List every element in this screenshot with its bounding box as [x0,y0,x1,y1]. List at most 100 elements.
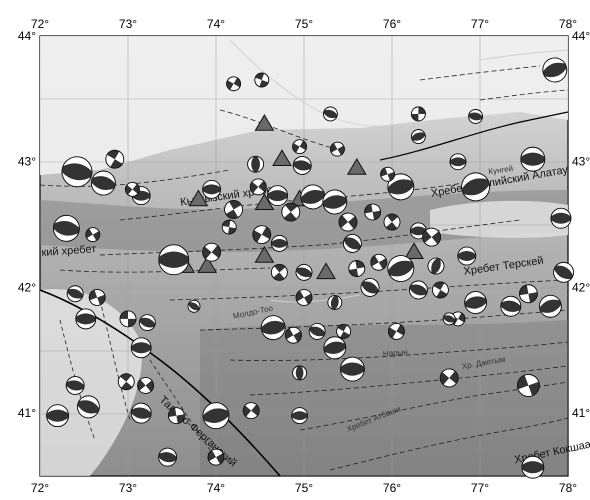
focal-mechanism [300,184,326,210]
lon-tick-label: 78° [559,17,577,31]
focal-mechanism [281,202,301,222]
focal-mechanism [242,402,260,420]
focal-mechanism [46,404,69,428]
focal-mechanism [360,278,380,297]
focal-mechanism [292,156,312,175]
focal-mechanism [457,246,477,266]
focal-mechanism [252,225,272,245]
lon-tick-label: 72° [31,17,49,31]
focal-mechanism [553,261,574,283]
focal-mechanism [202,242,222,262]
station-triangle [188,189,209,207]
station-triangle [346,158,367,175]
focal-mechanism [342,234,362,253]
focal-mechanism [364,203,382,221]
focal-mechanism [158,244,190,276]
focal-mechanism [449,153,467,171]
focal-mechanism [249,178,267,196]
focal-mechanism [427,257,445,275]
focal-mechanism [254,72,270,88]
focal-mechanism [370,253,388,271]
focal-mechanism [105,149,125,169]
southern-highlands [200,320,568,476]
focal-mechanism [323,336,347,360]
focal-mechanism [336,324,352,339]
focal-mechanisms [46,57,574,479]
lon-tick-label: 75° [295,17,313,31]
focal-mechanism [202,179,222,199]
fergana-valley [40,289,142,476]
northern-fault [379,111,568,161]
lon-tick-label: 78° [559,481,577,495]
focal-mechanism [408,280,428,300]
focal-mechanism [431,281,449,299]
lat-tick-label: 44° [18,29,36,43]
focal-mechanism [207,448,225,466]
focal-mechanism [270,235,288,252]
focal-mechanism [202,402,230,430]
focal-mechanism [88,289,106,306]
issyk-kul-lake [430,200,568,238]
focal-mechanism [117,373,135,391]
focal-mechanism [226,76,242,92]
focal-mechanism [442,312,456,326]
lon-tick-label: 77° [471,481,489,495]
focal-mechanism [330,141,345,157]
small-place-label: Нарын [383,347,409,358]
focal-mechanism [295,263,313,281]
station-triangle [197,256,218,273]
focal-mechanism [461,172,491,202]
focal-mechanism [292,365,308,381]
focal-mechanism [130,337,152,359]
lat-tick-label: 43° [18,155,36,169]
focal-mechanism [130,402,152,424]
focal-mechanism [221,219,237,235]
focal-mechanism [295,289,313,306]
lon-tick-label: 73° [119,17,137,31]
focal-mechanism [66,285,84,303]
lon-tick-label: 75° [295,481,313,495]
focal-mechanism [338,212,358,232]
focal-mechanism [53,214,80,242]
focal-mechanism [542,57,568,83]
focal-mechanism [468,109,484,124]
lat-tick-label: 42° [18,280,36,294]
focal-mechanism [137,377,155,394]
lon-tick-label: 77° [471,17,489,31]
lat-tick-label: 42° [572,280,590,294]
focal-mechanism [292,139,308,155]
focal-mechanism [383,213,401,231]
focal-mechanism [387,323,405,340]
lon-tick-label: 73° [119,481,137,495]
station-triangle [254,114,275,131]
focal-mechanism [550,207,572,229]
focal-mechanism [85,227,101,243]
focal-mechanism [77,395,100,419]
station-triangle [254,193,275,210]
focal-mechanism [464,291,488,314]
rivers [229,39,568,303]
lon-tick-label: 72° [31,481,49,495]
place-label-talas-range: кий хребет [41,243,96,259]
small-place-label: Кунгей [488,164,514,176]
lon-tick-labels-top: 72° 73° 74° 75° 76° 77° 78° [31,17,577,31]
focal-mechanism [422,227,442,247]
lon-tick-label: 74° [207,481,225,495]
focal-mechanism [410,129,426,144]
focal-mechanism [519,284,538,304]
lon-tick-label: 76° [383,481,401,495]
station-triangle [404,242,424,260]
focal-mechanism [348,260,366,277]
focal-mechanism [539,294,562,318]
lat-tick-label: 44° [572,29,590,43]
focal-mechanism [410,106,426,122]
focal-mechanism [439,368,459,388]
focal-mechanism [247,155,265,173]
focal-mechanism [327,295,343,310]
focal-mechanism [124,181,140,197]
focal-mechanism [322,189,348,215]
lon-tick-labels-bottom: 72° 73° 74° 75° 76° 77° 78° [31,481,577,495]
focal-mechanism [308,323,326,340]
lat-tick-labels-left: 44° 43° 42° 41° [18,29,36,420]
